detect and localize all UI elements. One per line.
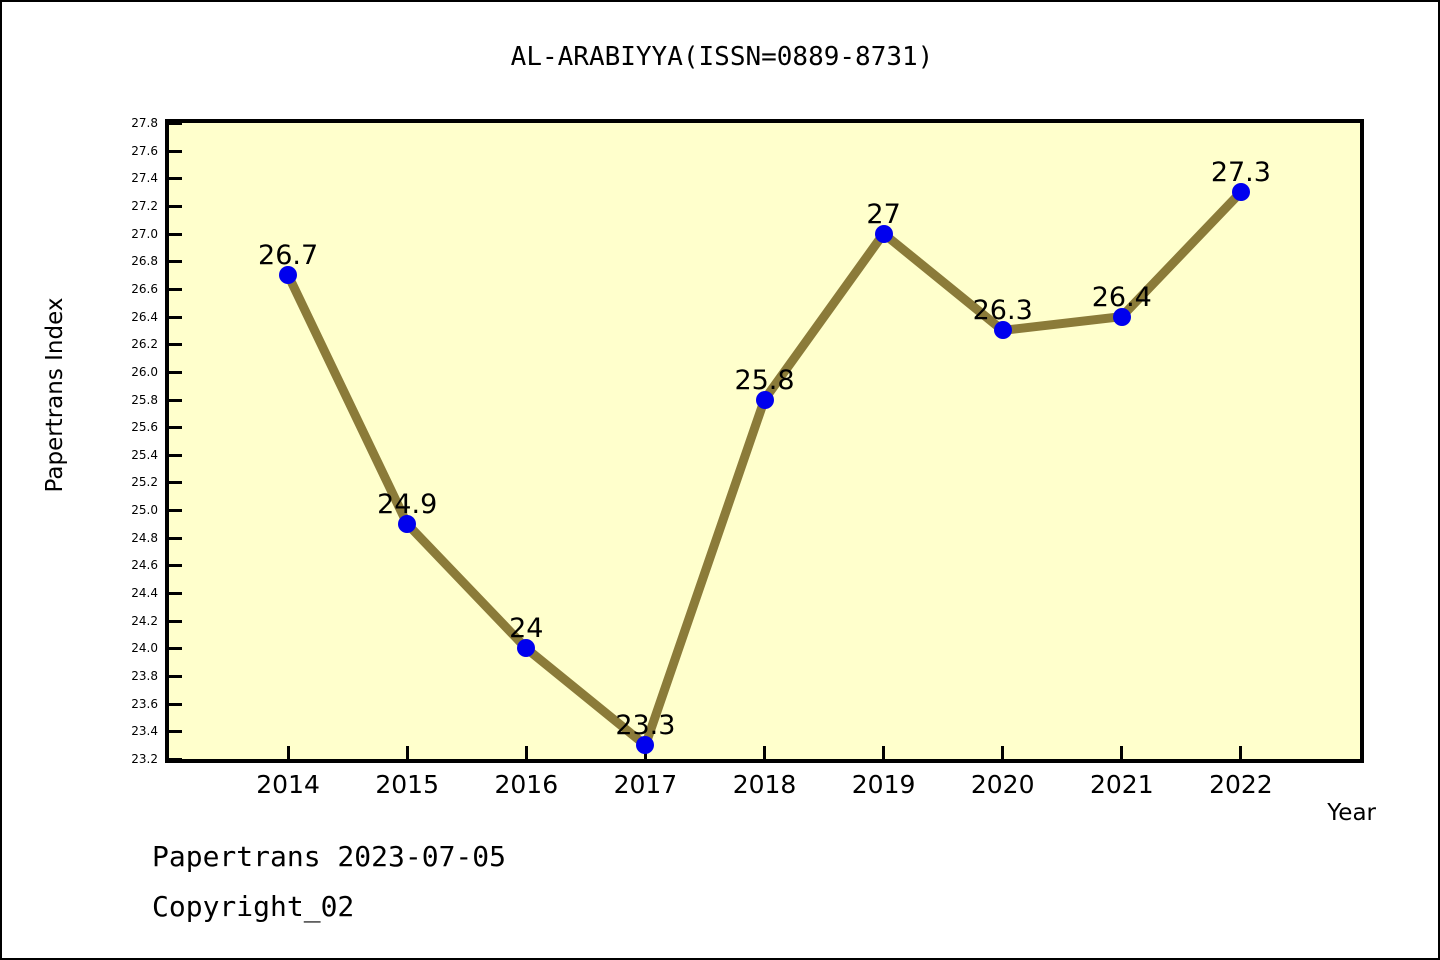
x-axis-tick-label: 2021	[1089, 770, 1154, 799]
y-axis-tick-mark	[169, 481, 182, 485]
y-axis-tick-mark	[169, 702, 182, 706]
y-axis-tick-label: 24.0	[131, 641, 158, 656]
y-axis-tick-mark	[169, 370, 182, 374]
y-axis-title: Papertrans Index	[42, 297, 68, 493]
data-point-marker[interactable]	[755, 390, 774, 409]
x-axis-tick-label: 2020	[970, 770, 1035, 799]
y-axis-tick-label: 23.2	[131, 752, 158, 766]
data-point-marker[interactable]	[1231, 183, 1250, 202]
x-axis-tick-mark	[405, 746, 409, 759]
y-axis-tick-label: 25.4	[131, 447, 158, 462]
x-axis-tick-label: 2022	[1209, 770, 1273, 799]
y-axis-tick-mark	[169, 730, 182, 734]
y-axis-tick-mark	[169, 315, 182, 319]
y-axis-tick-mark	[169, 619, 182, 623]
y-axis-tick-label: 25.0	[131, 503, 158, 518]
y-axis-tick-label: 25.6	[131, 420, 158, 435]
y-axis-tick-label: 27.4	[131, 171, 158, 186]
chart-title: AL-ARABIYYA(ISSN=0889-8731)	[510, 42, 934, 72]
plot-area	[165, 119, 1364, 763]
x-axis-tick-mark	[882, 746, 886, 759]
y-axis-tick-mark	[169, 398, 182, 402]
y-axis-tick-label: 23.8	[131, 669, 158, 684]
y-axis-tick-label: 26.0	[131, 364, 158, 379]
data-point-marker[interactable]	[1112, 307, 1131, 326]
x-axis-tick-mark	[1239, 746, 1243, 759]
y-axis-tick-mark	[169, 287, 182, 291]
y-axis-tick-label: 24.8	[131, 530, 158, 545]
x-axis-tick-mark	[524, 746, 528, 759]
y-axis-tick-label: 27.2	[131, 198, 158, 213]
y-axis-tick-mark	[169, 536, 182, 540]
x-axis-tick-label: 2014	[256, 770, 320, 799]
data-point-marker[interactable]	[398, 514, 417, 533]
y-axis-tick-mark	[169, 592, 182, 596]
y-axis-tick-label: 26.8	[131, 254, 158, 269]
y-axis-tick-label: 27.0	[131, 226, 158, 241]
x-axis-tick-mark	[763, 746, 766, 759]
y-axis-tick-label: 24.2	[131, 613, 158, 628]
y-axis-tick-mark	[169, 232, 182, 236]
y-axis-tick-mark	[169, 260, 182, 264]
x-axis-title: Year	[1327, 800, 1376, 826]
y-axis-tick-mark	[169, 509, 182, 513]
y-axis-tick-mark	[169, 647, 182, 651]
x-axis-tick-mark	[1001, 746, 1005, 759]
data-point-marker[interactable]	[993, 321, 1012, 340]
y-axis-tick-label: 26.4	[131, 309, 158, 324]
y-axis-tick-label: 24.6	[131, 558, 158, 573]
y-axis-tick-mark	[169, 177, 182, 181]
y-axis-tick-label: 27.8	[131, 116, 158, 130]
y-axis-tick-label: 26.2	[131, 337, 158, 352]
x-axis-tick-mark	[1120, 746, 1124, 759]
y-axis-tick-labels: 27.8 27.6 27.4 27.2 27.0 26.8 26.6 26.4 26.2 26.0…	[100, 116, 158, 766]
data-point-marker[interactable]	[636, 736, 655, 755]
y-axis-tick-mark	[169, 122, 182, 125]
x-axis-tick-label: 2018	[732, 770, 797, 799]
data-point-marker[interactable]	[279, 266, 298, 285]
y-axis-tick-label: 27.6	[131, 143, 158, 158]
x-axis-tick-label: 2017	[613, 770, 678, 799]
y-axis-tick-label: 25.2	[131, 475, 158, 490]
y-axis-tick-label: 23.6	[131, 696, 158, 711]
y-axis-tick-mark	[169, 204, 182, 208]
x-axis-tick-mark	[286, 746, 290, 759]
y-axis-tick-mark	[169, 675, 182, 679]
x-axis-tick-label: 2016	[494, 770, 559, 799]
data-point-marker[interactable]	[517, 639, 536, 658]
y-axis-tick-mark	[169, 343, 182, 347]
x-axis-tick-label: 2019	[851, 770, 916, 799]
footer-source-date: Papertrans 2023-07-05	[152, 840, 507, 873]
footer-copyright: Copyright_02	[152, 890, 355, 923]
y-axis-tick-mark	[169, 758, 182, 761]
y-axis-tick-mark	[169, 564, 182, 568]
x-axis-tick-label: 2015	[375, 770, 439, 799]
y-axis-tick-label: 26.6	[131, 281, 158, 296]
y-axis-tick-mark	[169, 149, 182, 153]
y-axis-tick-mark	[169, 426, 182, 430]
y-axis-tick-label: 24.4	[131, 586, 158, 601]
y-axis-tick-mark	[169, 453, 182, 457]
y-axis-tick-label: 25.8	[131, 392, 158, 407]
data-series-line	[284, 189, 1245, 753]
data-point-marker[interactable]	[874, 224, 893, 243]
plot-inner	[169, 122, 1360, 761]
y-axis-tick-label: 23.4	[131, 724, 158, 739]
series-polyline	[284, 189, 1245, 753]
